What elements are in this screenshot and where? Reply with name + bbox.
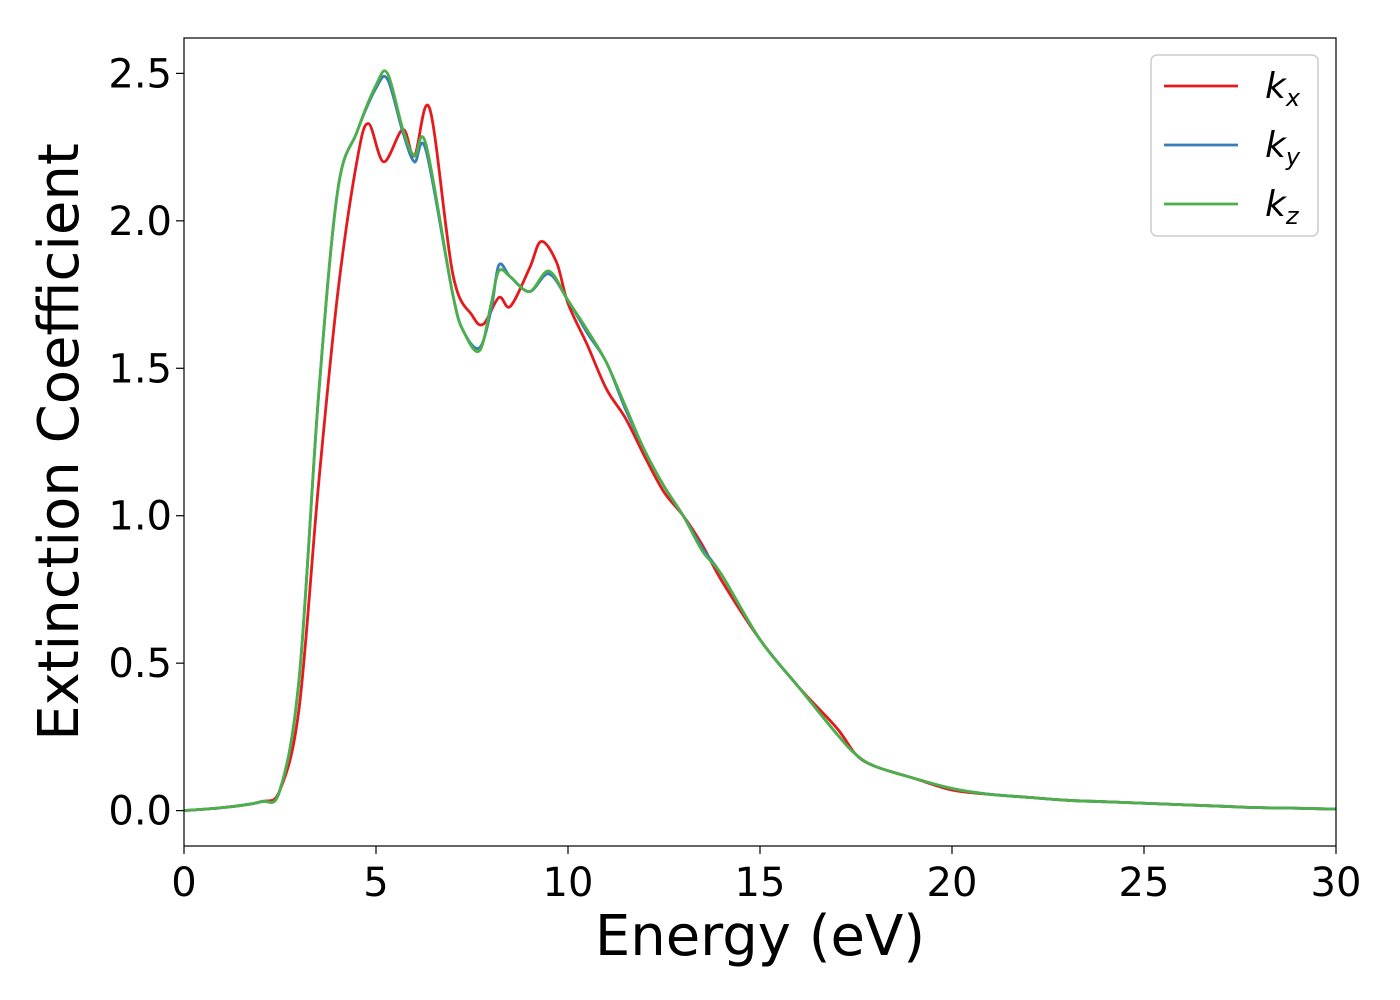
x-tick-label: 30 — [1311, 860, 1362, 906]
x-tick-label: 10 — [543, 860, 594, 906]
x-axis-ticks: 0 5 10 15 20 25 30 — [171, 846, 1361, 906]
y-tick-label: 2.0 — [108, 199, 172, 245]
y-axis-label: Extinction Coefficient — [27, 143, 92, 741]
y-tick-label: 1.5 — [108, 346, 172, 392]
series-line-kz — [183, 69, 1337, 813]
x-tick-label: 0 — [171, 860, 196, 906]
series-layer — [183, 69, 1337, 813]
y-tick-label: 0.5 — [108, 641, 172, 687]
x-tick-label: 15 — [735, 860, 786, 906]
x-tick-label: 25 — [1119, 860, 1170, 906]
y-tick-label: 2.5 — [108, 51, 172, 97]
y-tick-label: 0.0 — [108, 789, 172, 835]
x-tick-label: 5 — [363, 860, 388, 906]
y-tick-label: 1.0 — [108, 494, 172, 540]
x-axis-label: Energy (eV) — [595, 904, 925, 969]
x-tick-label: 20 — [927, 860, 978, 906]
y-axis-ticks: 0.0 0.5 1.0 1.5 2.0 2.5 — [108, 51, 184, 835]
